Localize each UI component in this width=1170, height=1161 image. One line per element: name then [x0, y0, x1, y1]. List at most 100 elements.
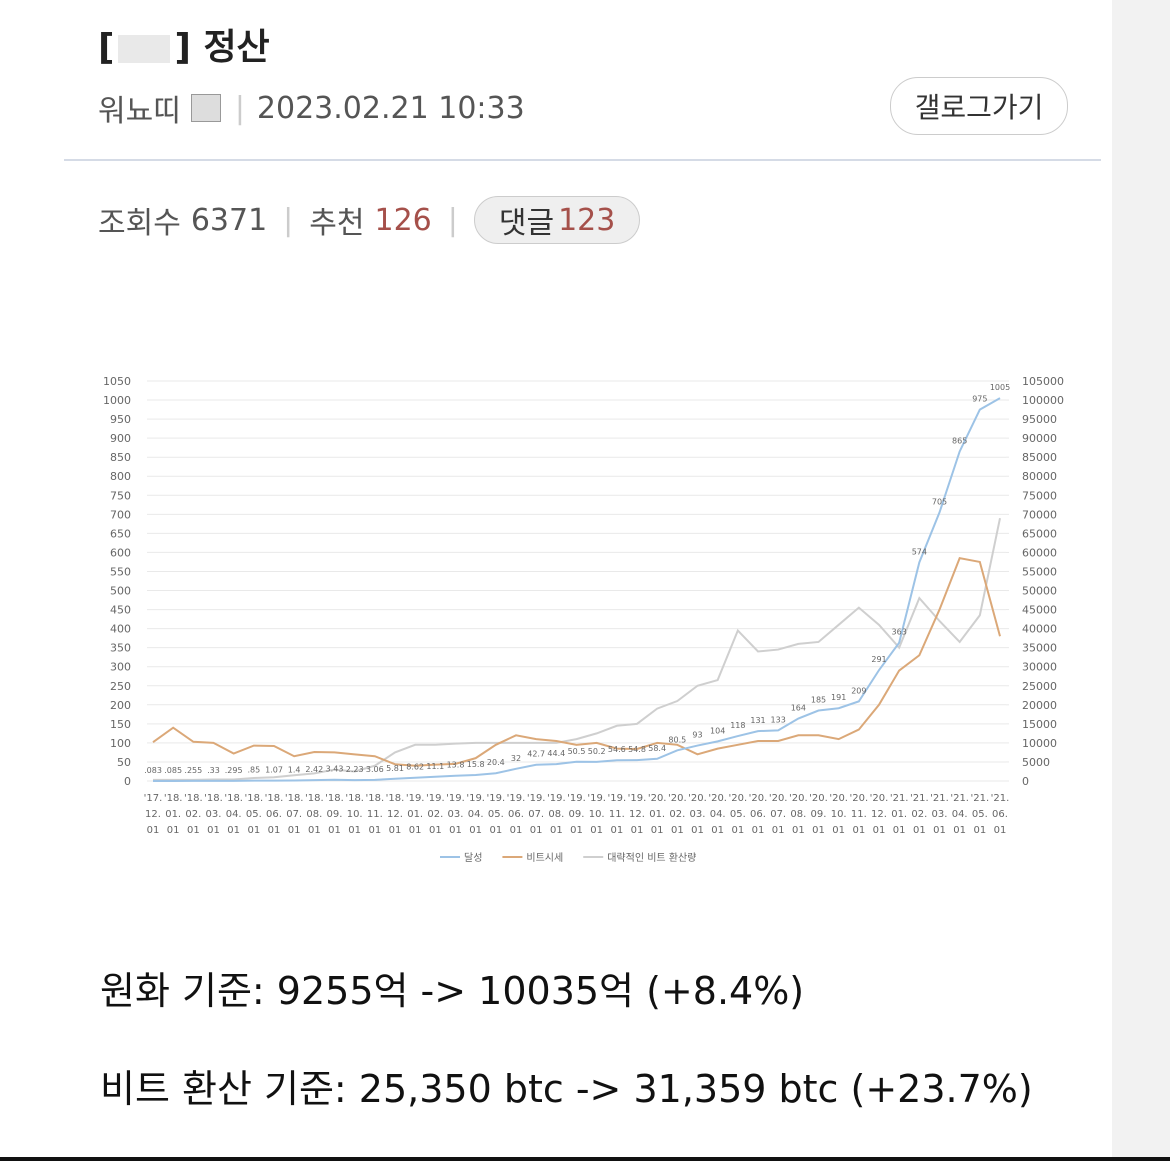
x-tick-label: '20.: [708, 793, 727, 804]
x-tick-label: 01: [671, 825, 684, 836]
x-tick-label: 01: [429, 825, 442, 836]
x-tick-label: 01: [328, 825, 341, 836]
series-line: [152, 557, 1001, 767]
x-tick-label: 06.: [750, 809, 766, 820]
x-tick-label: 01: [207, 825, 220, 836]
x-tick-label: '18.: [164, 793, 183, 804]
x-tick-label: '18.: [386, 793, 405, 804]
x-tick-label: '19.: [628, 793, 647, 804]
data-label: 1.07: [265, 766, 283, 775]
data-label: 8.62: [406, 763, 424, 772]
x-tick-label: 03.: [932, 809, 948, 820]
gallog-button[interactable]: 갤로그가기: [890, 77, 1068, 135]
x-tick-label: 10.: [831, 809, 847, 820]
data-label: 50.2: [588, 747, 606, 756]
x-tick-label: '20.: [729, 793, 748, 804]
data-label: .085: [164, 766, 182, 775]
x-tick-label: 01: [308, 825, 321, 836]
legend-label: 비트시세: [526, 852, 563, 864]
legend-label: 대략적인 비트 환산량: [607, 852, 696, 864]
y-tick-label: 950: [110, 413, 131, 426]
y-tick-label: 850: [110, 451, 131, 464]
x-tick-label: 01: [449, 825, 462, 836]
x-tick-label: 01: [731, 825, 744, 836]
x-tick-label: 12.: [629, 809, 645, 820]
x-tick-label: 02.: [911, 809, 927, 820]
data-label: .295: [225, 766, 243, 775]
x-tick-label: 06.: [992, 809, 1008, 820]
data-label: 131: [750, 716, 765, 725]
data-label: 42.7: [527, 750, 545, 759]
x-tick-label: 01: [147, 825, 160, 836]
x-tick-label: '18.: [366, 793, 385, 804]
data-label: 80.5: [668, 735, 686, 744]
series-line: [153, 517, 1001, 781]
x-tick-label: 08.: [790, 809, 806, 820]
divider: |: [283, 202, 294, 238]
x-tick-label: 05.: [730, 809, 746, 820]
y-tick-label: 100: [110, 737, 131, 750]
x-tick-label: 01: [873, 825, 886, 836]
y2-tick-label: 30000: [1022, 661, 1057, 674]
data-label: .33: [207, 766, 220, 775]
data-label: 185: [811, 696, 826, 705]
x-tick-label: 01.: [407, 809, 423, 820]
author-icon: [190, 94, 221, 122]
y-tick-label: 750: [110, 489, 131, 502]
y2-tick-label: 15000: [1022, 718, 1057, 731]
x-tick-label: 11.: [851, 809, 867, 820]
data-label: .255: [184, 766, 202, 775]
x-tick-label: '19.: [466, 793, 485, 804]
x-tick-label: 09.: [327, 809, 343, 820]
x-tick-label: 01: [570, 825, 583, 836]
data-label: 1005: [990, 383, 1010, 392]
y-tick-label: 50: [117, 756, 131, 769]
x-tick-label: 08.: [306, 809, 322, 820]
data-label: 574: [912, 547, 927, 556]
x-tick-label: '18.: [285, 793, 304, 804]
author[interactable]: 워뇨띠: [98, 94, 181, 129]
x-tick-label: 01: [247, 825, 260, 836]
x-tick-label: 01.: [165, 809, 181, 820]
chart: 0 50 100 150 200 250 300 350 400 450 500 550 600 650 7…: [103, 375, 1064, 864]
y2-tick-label: 25000: [1022, 680, 1057, 693]
x-tick-label: '19.: [547, 793, 566, 804]
x-tick-label: 01: [288, 825, 301, 836]
data-label: 363: [892, 628, 907, 637]
y-tick-label: 250: [110, 680, 131, 693]
side-strip: [1112, 0, 1170, 1161]
data-label: 2.42: [305, 765, 323, 774]
x-tick-label: 11.: [609, 809, 625, 820]
x-tick-label: 07.: [286, 809, 302, 820]
data-label: 3.06: [366, 765, 384, 774]
post-title: [] 정산: [98, 18, 270, 70]
x-tick-label: 05.: [972, 809, 988, 820]
data-label: 975: [972, 395, 987, 404]
x-tick-label: '19.: [426, 793, 445, 804]
x-tick-label: 07.: [770, 809, 786, 820]
legend-label: 달성: [464, 852, 482, 864]
data-label: 191: [831, 693, 846, 702]
y-tick-label: 650: [110, 527, 131, 540]
data-label: 13.8: [447, 761, 465, 770]
y2-tick-label: 95000: [1022, 413, 1057, 426]
data-label: .083: [144, 766, 162, 775]
x-tick-label: 01: [752, 825, 765, 836]
recommend-label: 추천: [309, 206, 365, 241]
y2-tick-label: 20000: [1022, 699, 1057, 712]
x-tick-label: 01.: [649, 809, 665, 820]
data-label: 11.1: [426, 762, 444, 771]
y2-tick-label: 75000: [1022, 489, 1057, 502]
comments-button[interactable]: 댓글 123: [473, 196, 641, 244]
x-tick-label: '17.: [144, 793, 163, 804]
separator: [64, 159, 1101, 161]
x-tick-label: 01: [348, 825, 361, 836]
x-tick-label: 10.: [347, 809, 363, 820]
x-tick-label: 01: [772, 825, 785, 836]
x-tick-label: 01: [812, 825, 825, 836]
comments-label: 댓글: [498, 206, 555, 241]
x-tick-label: 12.: [145, 809, 161, 820]
x-tick-label: 01: [268, 825, 281, 836]
x-tick-label: 09.: [811, 809, 827, 820]
